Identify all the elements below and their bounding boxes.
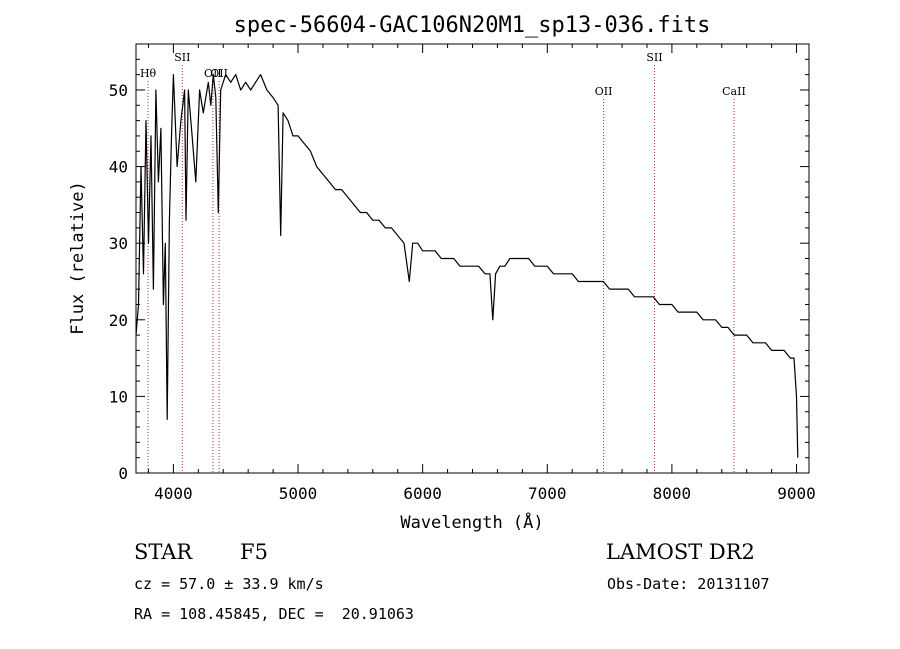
object-class: STAR	[134, 540, 193, 564]
plot-frame	[135, 43, 810, 474]
y-tick-label: 30	[109, 234, 128, 253]
chart-title: spec-56604-GAC106N20M1_sp13-036.fits	[234, 13, 711, 38]
x-tick-label: 8000	[653, 484, 692, 503]
x-axis-label: Wavelength (Å)	[400, 511, 543, 533]
y-tick-label: 10	[109, 387, 128, 406]
redshift-velocity: cz = 57.0 ± 33.9 km/s	[134, 575, 324, 593]
object-subclass: F5	[240, 540, 268, 564]
line-marker-label: CaII	[722, 85, 746, 98]
y-tick-label: 0	[118, 464, 128, 483]
x-tick-label: 4000	[154, 484, 193, 503]
x-tick-label: 7000	[528, 484, 567, 503]
axes: 4000 5000 6000 7000 8000 9000 0 10 20 30 40 50	[109, 43, 816, 503]
line-marker-label: SII	[646, 51, 662, 64]
spectrum-series	[135, 73, 799, 458]
line-marker-label: SII	[174, 51, 190, 64]
x-tick-label: 9000	[777, 484, 816, 503]
y-axis-label: Flux (relative)	[68, 181, 88, 335]
y-tick-label: 50	[109, 81, 128, 100]
y-tick-label: 40	[109, 158, 128, 177]
spectrum-line	[135, 73, 799, 458]
x-tick-label: 5000	[279, 484, 318, 503]
observation-date: Obs-Date: 20131107	[607, 575, 770, 593]
line-marker-label: Hθ	[140, 67, 157, 80]
y-tick-label: 20	[109, 311, 128, 330]
x-tick-label: 6000	[403, 484, 442, 503]
line-marker-label: OII	[204, 67, 222, 80]
line-marker-label: OII	[210, 67, 228, 80]
line-marker-label: OII	[595, 85, 613, 98]
coordinates: RA = 108.45845, DEC = 20.91063	[134, 605, 414, 623]
survey-name: LAMOST DR2	[606, 540, 755, 564]
